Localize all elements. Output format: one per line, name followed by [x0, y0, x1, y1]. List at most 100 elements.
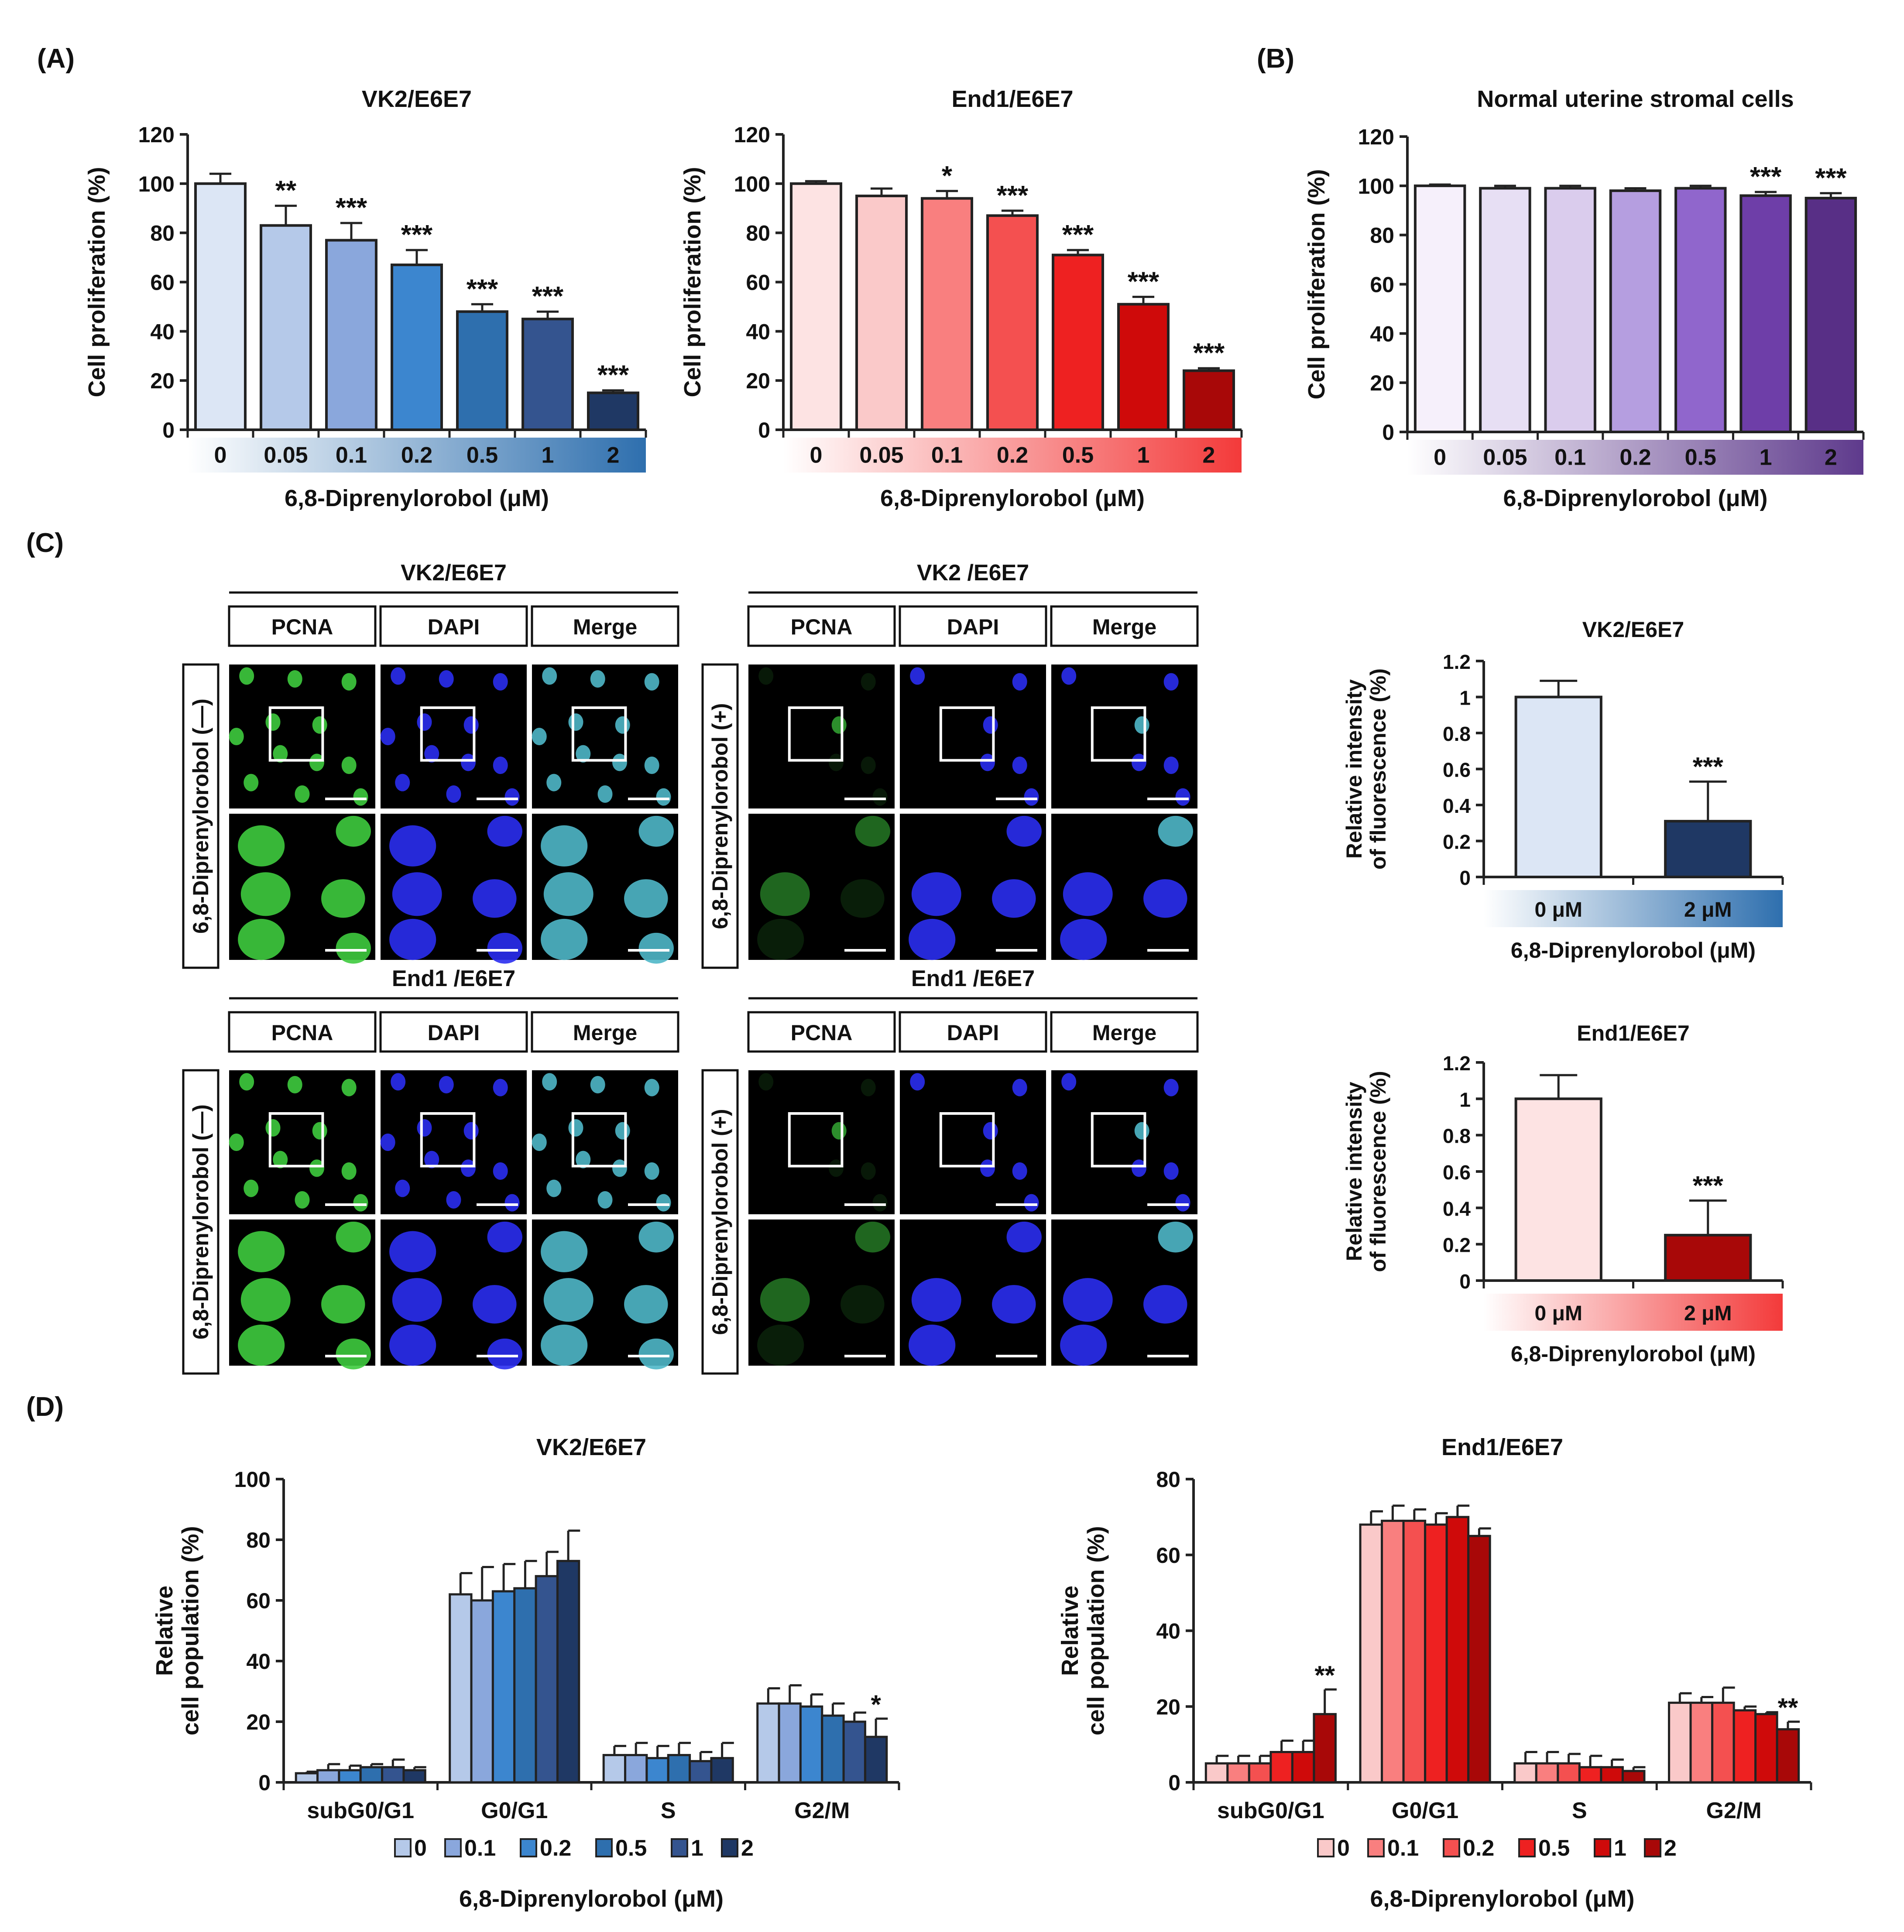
micrograph-group: End1 /E6E7 6,8-Diprenylorobol (+) PCNA DAPI… — [701, 966, 1199, 1375]
nucleus — [336, 815, 371, 847]
bar — [1226, 1762, 1250, 1784]
nucleus — [638, 932, 674, 964]
nucleus — [841, 879, 885, 918]
nucleus — [590, 670, 605, 688]
nucleus — [841, 1285, 885, 1324]
x-tick-label: 0.5 — [1062, 443, 1094, 468]
bar — [1754, 1713, 1778, 1784]
legend-swatch — [444, 1838, 462, 1857]
chart-title: Normal uterine stromal cells — [1477, 86, 1794, 112]
bar — [260, 224, 312, 431]
bar — [587, 391, 639, 431]
nucleus — [238, 1324, 285, 1366]
stain-label: DAPI — [947, 1021, 999, 1045]
y-axis-label: Relative — [1057, 1586, 1083, 1676]
bar — [470, 1599, 494, 1784]
y-tick-label: 40 — [150, 319, 175, 344]
treatment-label-box — [701, 1069, 739, 1375]
micrograph-group: VK2 /E6E7 6,8-Diprenylorobol (+) PCNA DAPI M… — [701, 560, 1199, 969]
nucleus — [543, 872, 593, 916]
y-tick-label: 0 — [258, 1771, 271, 1795]
zoom-box — [939, 706, 995, 762]
panel-label-d: (D) — [26, 1392, 64, 1422]
nucleus — [1163, 757, 1179, 774]
bar — [689, 1760, 713, 1784]
stain-label: Merge — [1092, 615, 1156, 639]
significance-marker: *** — [532, 281, 564, 312]
bar — [1514, 695, 1602, 878]
nucleus — [542, 1073, 557, 1091]
nucleus — [239, 1073, 254, 1091]
dose-gradient-band — [1484, 890, 1783, 927]
legend-swatch — [1443, 1838, 1460, 1857]
nucleus — [446, 785, 461, 803]
nucleus — [983, 716, 998, 734]
y-tick-label: 40 — [1156, 1619, 1180, 1644]
bar — [359, 1766, 384, 1784]
dose-gradient-band — [188, 438, 646, 473]
nucleus — [612, 1159, 627, 1177]
nucleus — [391, 1073, 406, 1091]
x-tick-label: 1 — [542, 443, 554, 468]
nucleus — [321, 1285, 365, 1324]
nucleus — [473, 879, 517, 918]
stain-label: PCNA — [791, 615, 853, 639]
bar — [799, 1705, 823, 1784]
bar — [1183, 369, 1235, 431]
zoom-box — [1091, 706, 1146, 762]
nucleus — [240, 1278, 291, 1322]
legend-label: 0.2 — [1463, 1836, 1494, 1861]
x-tick-label: 0.1 — [1554, 445, 1586, 470]
y-tick-label: 100 — [234, 1467, 271, 1492]
y-tick-label: 0 — [1459, 867, 1471, 889]
x-tick-label: 0.5 — [467, 443, 498, 468]
stain-label: PCNA — [271, 615, 333, 639]
x-tick-label: 0 — [214, 443, 227, 468]
y-axis-label: of fluorescence (%) — [1366, 1071, 1390, 1272]
zoom-box — [268, 1112, 324, 1168]
micrograph-title: VK2/E6E7 — [401, 560, 507, 586]
nucleus — [389, 825, 436, 867]
y-tick-label: 40 — [1370, 322, 1394, 346]
legend-label: 0.5 — [615, 1836, 647, 1861]
bar — [1664, 1233, 1752, 1282]
y-tick-label: 100 — [138, 172, 175, 196]
x-tick-label: G2/M — [1706, 1798, 1762, 1823]
nucleus — [389, 1231, 436, 1272]
y-tick-label: 0 — [162, 418, 175, 442]
legend-swatch — [1317, 1838, 1335, 1857]
significance-marker: *** — [597, 360, 629, 391]
nucleus — [504, 1194, 520, 1212]
stain-label: Merge — [573, 615, 637, 639]
legend-label: 1 — [691, 1836, 703, 1861]
x-tick-label: 0.1 — [931, 443, 963, 468]
nucleus — [855, 1221, 890, 1253]
nucleus — [1024, 1194, 1039, 1212]
nucleus — [265, 1119, 281, 1137]
nucleus — [312, 1122, 327, 1140]
nucleus — [532, 728, 547, 745]
x-tick-label: 0 μM — [1535, 898, 1582, 921]
stain-label-box — [531, 1011, 679, 1053]
nucleus — [541, 825, 588, 867]
x-tick-label: S — [1572, 1798, 1587, 1823]
nucleus — [983, 1122, 998, 1140]
bar — [1600, 1766, 1624, 1784]
nucleus — [760, 872, 810, 916]
nucleus — [238, 825, 285, 867]
nucleus — [1163, 1079, 1179, 1096]
bar — [1732, 1709, 1757, 1784]
y-axis-label: cell population (%) — [177, 1526, 203, 1736]
significance-marker: * — [871, 1690, 881, 1719]
bar — [864, 1736, 888, 1784]
x-tick-label: 0.1 — [336, 443, 367, 468]
nucleus — [395, 1179, 410, 1197]
nucleus — [487, 1338, 522, 1370]
significance-marker: * — [942, 161, 953, 191]
nucleus — [1012, 1079, 1027, 1096]
y-axis-label: Relative intensity — [1342, 679, 1366, 859]
nucleus — [1175, 788, 1190, 806]
nucleus — [1061, 667, 1077, 685]
nucleus — [992, 879, 1036, 918]
